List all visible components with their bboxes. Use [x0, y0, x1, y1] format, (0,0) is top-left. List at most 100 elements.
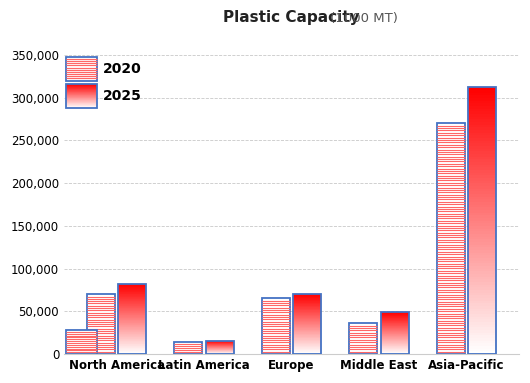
- Text: Plastic Capacity: Plastic Capacity: [223, 10, 360, 25]
- Bar: [118, 335, 146, 336]
- Bar: [468, 261, 496, 264]
- Bar: [118, 350, 146, 351]
- Bar: [381, 332, 409, 333]
- Bar: [468, 234, 496, 237]
- Bar: [468, 119, 496, 122]
- Bar: [118, 320, 146, 321]
- Bar: [118, 307, 146, 308]
- Text: 2020: 2020: [103, 62, 142, 76]
- Bar: [118, 339, 146, 340]
- Bar: [381, 345, 409, 346]
- Bar: [381, 350, 409, 351]
- Bar: [118, 291, 146, 292]
- Bar: [293, 295, 321, 296]
- Bar: [381, 351, 409, 352]
- Bar: [468, 229, 496, 231]
- Bar: [293, 325, 321, 326]
- Bar: [293, 294, 321, 354]
- Bar: [293, 353, 321, 354]
- Bar: [293, 306, 321, 307]
- Bar: [118, 297, 146, 298]
- Bar: [381, 326, 409, 327]
- Bar: [118, 345, 146, 346]
- Bar: [118, 289, 146, 290]
- Bar: [381, 336, 409, 337]
- Bar: [118, 327, 146, 328]
- Bar: [468, 165, 496, 167]
- Bar: [293, 350, 321, 351]
- Bar: [468, 226, 496, 229]
- Bar: [468, 303, 496, 306]
- Bar: [381, 328, 409, 329]
- Bar: [468, 264, 496, 266]
- Bar: [293, 304, 321, 305]
- Bar: [381, 344, 409, 345]
- Bar: [118, 324, 146, 325]
- Bar: [118, 328, 146, 329]
- Bar: [381, 330, 409, 331]
- Bar: [468, 170, 496, 173]
- Bar: [468, 279, 496, 282]
- Bar: [293, 336, 321, 337]
- Bar: [468, 290, 496, 293]
- Bar: [468, 106, 496, 109]
- Bar: [118, 311, 146, 312]
- Bar: [468, 333, 496, 336]
- Bar: [118, 338, 146, 339]
- Bar: [118, 296, 146, 297]
- Bar: [381, 323, 409, 324]
- Bar: [293, 328, 321, 329]
- Bar: [87, 294, 115, 354]
- Bar: [468, 253, 496, 255]
- Bar: [468, 311, 496, 314]
- Bar: [468, 122, 496, 125]
- Bar: [468, 293, 496, 295]
- Bar: [381, 314, 409, 315]
- Bar: [468, 194, 496, 197]
- Bar: [293, 303, 321, 304]
- Bar: [468, 314, 496, 317]
- Bar: [293, 298, 321, 299]
- Bar: [118, 293, 146, 294]
- Bar: [468, 322, 496, 325]
- Bar: [468, 338, 496, 341]
- Bar: [118, 303, 146, 304]
- Bar: [381, 327, 409, 328]
- Bar: [468, 111, 496, 114]
- Bar: [293, 320, 321, 321]
- Bar: [381, 312, 409, 313]
- Bar: [468, 330, 496, 333]
- Bar: [118, 306, 146, 307]
- Bar: [293, 329, 321, 330]
- Bar: [118, 352, 146, 353]
- Bar: [468, 117, 496, 119]
- Bar: [293, 322, 321, 323]
- Bar: [468, 181, 496, 183]
- Bar: [468, 282, 496, 285]
- Bar: [118, 317, 146, 318]
- Bar: [118, 332, 146, 333]
- Bar: [118, 284, 146, 285]
- Bar: [381, 312, 409, 354]
- Bar: [468, 210, 496, 213]
- Bar: [293, 315, 321, 316]
- Bar: [118, 302, 146, 303]
- Bar: [468, 327, 496, 330]
- Bar: [293, 307, 321, 308]
- Bar: [468, 173, 496, 175]
- Bar: [468, 192, 496, 194]
- Bar: [262, 298, 290, 354]
- Bar: [118, 322, 146, 323]
- Bar: [118, 329, 146, 330]
- Bar: [293, 301, 321, 302]
- Bar: [468, 269, 496, 272]
- Bar: [468, 157, 496, 159]
- Bar: [293, 300, 321, 301]
- Bar: [468, 336, 496, 338]
- Bar: [118, 294, 146, 295]
- Bar: [381, 352, 409, 353]
- Bar: [174, 342, 202, 354]
- Bar: [293, 341, 321, 342]
- Bar: [118, 337, 146, 338]
- Bar: [381, 338, 409, 339]
